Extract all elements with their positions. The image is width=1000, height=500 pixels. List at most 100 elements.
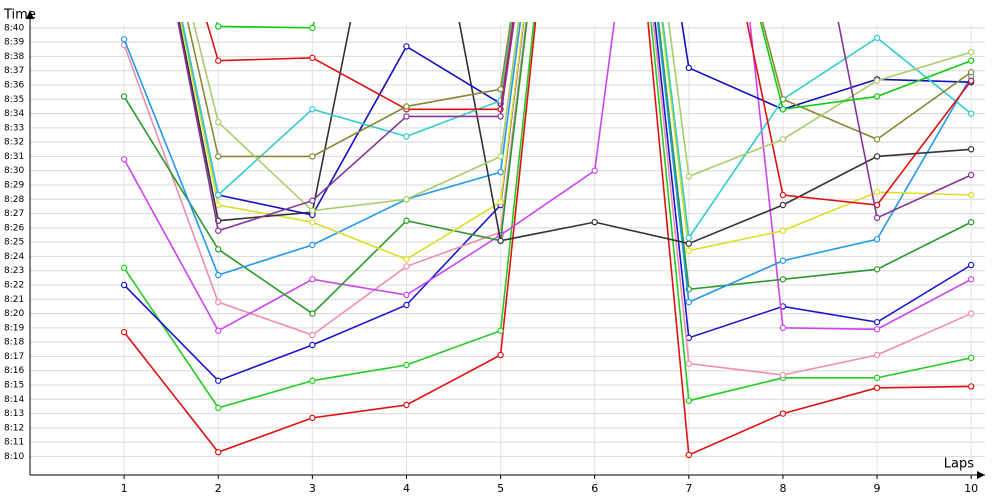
x-tick-label: 6 bbox=[591, 482, 598, 495]
data-point bbox=[309, 218, 316, 226]
data-point bbox=[873, 236, 881, 243]
x-tick-label: 9 bbox=[874, 482, 881, 495]
data-point bbox=[215, 448, 222, 456]
data-point bbox=[873, 384, 881, 392]
data-point bbox=[215, 327, 222, 334]
data-point bbox=[779, 410, 787, 417]
y-tick-label: 8:29 bbox=[4, 181, 24, 191]
series-line bbox=[123, 22, 972, 315]
y-tick-label: 8:37 bbox=[4, 66, 24, 76]
data-point bbox=[403, 217, 410, 224]
y-tick-label: 8:33 bbox=[4, 123, 24, 133]
data-point bbox=[215, 377, 222, 384]
y-tick-label: 8:40 bbox=[4, 23, 24, 33]
y-tick-label: 8:24 bbox=[4, 252, 24, 262]
data-point bbox=[120, 281, 128, 289]
x-tick-label: 1 bbox=[121, 482, 128, 495]
series-line bbox=[123, 22, 972, 382]
data-point bbox=[497, 86, 504, 93]
data-point bbox=[967, 68, 975, 76]
data-point bbox=[685, 234, 693, 242]
data-point bbox=[873, 188, 881, 196]
data-point bbox=[309, 106, 316, 113]
data-point bbox=[403, 103, 410, 110]
data-point bbox=[967, 146, 975, 153]
data-point bbox=[309, 377, 316, 384]
data-point bbox=[497, 113, 504, 120]
series-line bbox=[192, 22, 972, 212]
data-point bbox=[873, 93, 881, 100]
y-tick-label: 8:38 bbox=[4, 52, 24, 62]
y-tick-label: 8:26 bbox=[4, 223, 24, 233]
series-line bbox=[177, 22, 972, 232]
data-point bbox=[215, 23, 222, 30]
data-point bbox=[215, 271, 222, 279]
data-point bbox=[309, 414, 316, 422]
data-point bbox=[967, 48, 975, 56]
series-line bbox=[178, 22, 972, 245]
data-point bbox=[403, 133, 410, 140]
data-point bbox=[497, 237, 504, 244]
data-point bbox=[967, 310, 975, 317]
y-tick-label: 8:32 bbox=[4, 138, 24, 148]
y-tick-label: 8:10 bbox=[4, 452, 24, 462]
data-point bbox=[967, 57, 975, 64]
data-point bbox=[967, 171, 975, 179]
data-point bbox=[873, 326, 881, 333]
data-point bbox=[591, 218, 598, 226]
data-point bbox=[873, 153, 881, 160]
series-line bbox=[205, 22, 972, 206]
series-line bbox=[123, 22, 972, 332]
x-tick-label: 4 bbox=[403, 482, 410, 495]
x-tick-label: 7 bbox=[685, 482, 692, 495]
y-tick-label: 8:39 bbox=[4, 38, 24, 48]
y-tick-label: 8:11 bbox=[4, 438, 24, 448]
data-point bbox=[120, 36, 128, 43]
data-point bbox=[873, 34, 881, 42]
data-point bbox=[403, 256, 410, 263]
data-point bbox=[403, 401, 410, 409]
data-point bbox=[967, 383, 975, 390]
data-point bbox=[215, 153, 222, 160]
y-tick-label: 8:25 bbox=[4, 238, 24, 248]
data-point bbox=[967, 276, 975, 283]
data-point bbox=[215, 57, 222, 64]
data-point bbox=[873, 77, 881, 84]
data-point bbox=[215, 404, 222, 412]
data-point bbox=[873, 374, 881, 382]
series-line bbox=[181, 22, 972, 216]
x-tick-label: 5 bbox=[497, 482, 504, 495]
data-point bbox=[873, 266, 881, 273]
data-point bbox=[309, 331, 316, 339]
data-point bbox=[120, 156, 128, 163]
series-line bbox=[180, 22, 972, 261]
y-axis-label: Time bbox=[3, 8, 36, 23]
y-tick-label: 8:35 bbox=[4, 95, 24, 105]
data-point bbox=[591, 167, 598, 174]
y-tick-label: 8:19 bbox=[4, 323, 24, 333]
y-tick-label: 8:28 bbox=[4, 195, 24, 205]
data-point bbox=[403, 263, 410, 270]
data-point bbox=[685, 397, 693, 404]
data-point bbox=[685, 360, 693, 367]
data-point bbox=[779, 324, 787, 332]
series-line bbox=[123, 22, 972, 376]
data-point bbox=[403, 43, 410, 50]
series-line bbox=[215, 22, 972, 111]
y-tick-label: 8:17 bbox=[4, 352, 24, 362]
data-point bbox=[309, 153, 316, 160]
data-point bbox=[497, 153, 504, 160]
series-line bbox=[123, 22, 972, 304]
data-point bbox=[497, 351, 504, 359]
data-point bbox=[967, 77, 975, 84]
data-point bbox=[403, 196, 410, 203]
data-point bbox=[685, 173, 693, 180]
x-axis-arrow bbox=[977, 471, 985, 479]
x-tick-label: 2 bbox=[215, 482, 222, 495]
x-tick-label: 8 bbox=[779, 482, 786, 495]
series-line bbox=[186, 22, 972, 158]
data-point bbox=[967, 218, 975, 226]
data-point bbox=[779, 371, 787, 379]
data-point bbox=[120, 93, 128, 100]
data-point bbox=[215, 227, 222, 234]
